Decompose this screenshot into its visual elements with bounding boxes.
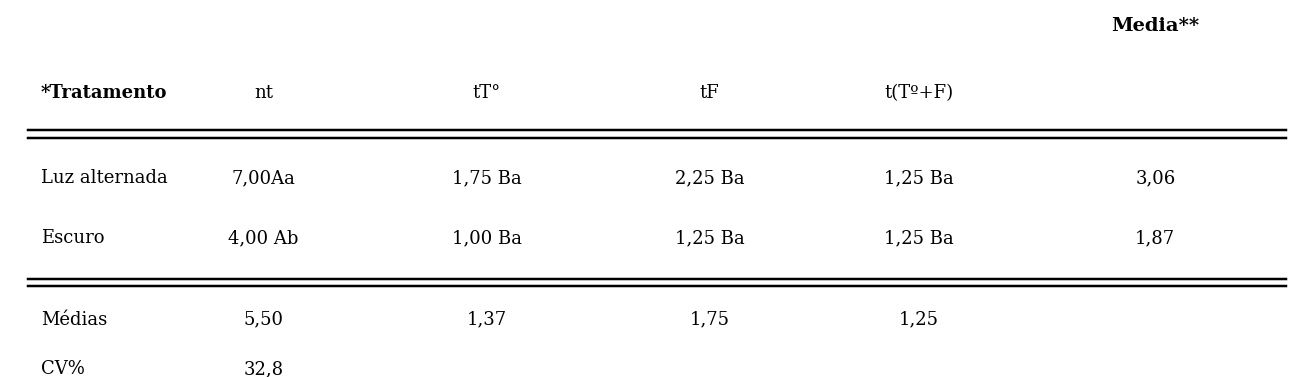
Text: 1,25: 1,25 bbox=[899, 311, 940, 329]
Text: *Tratamento: *Tratamento bbox=[41, 84, 167, 102]
Text: 1,25 Ba: 1,25 Ba bbox=[674, 229, 744, 247]
Text: Médias: Médias bbox=[41, 311, 106, 329]
Text: t(Tº+F): t(Tº+F) bbox=[884, 84, 954, 102]
Text: 3,06: 3,06 bbox=[1135, 169, 1176, 187]
Text: 1,75 Ba: 1,75 Ba bbox=[452, 169, 522, 187]
Text: Escuro: Escuro bbox=[41, 229, 104, 247]
Text: 1,87: 1,87 bbox=[1135, 229, 1175, 247]
Text: tT°: tT° bbox=[473, 84, 501, 102]
Text: 1,25 Ba: 1,25 Ba bbox=[884, 229, 954, 247]
Text: tF: tF bbox=[699, 84, 719, 102]
Text: 32,8: 32,8 bbox=[243, 360, 284, 377]
Text: nt: nt bbox=[254, 84, 273, 102]
Text: 7,00Aa: 7,00Aa bbox=[231, 169, 296, 187]
Text: 1,25 Ba: 1,25 Ba bbox=[884, 169, 954, 187]
Text: Media**: Media** bbox=[1112, 17, 1200, 35]
Text: 2,25 Ba: 2,25 Ba bbox=[674, 169, 744, 187]
Text: CV%: CV% bbox=[41, 360, 84, 377]
Text: 1,37: 1,37 bbox=[466, 311, 507, 329]
Text: Luz alternada: Luz alternada bbox=[41, 169, 167, 187]
Text: 5,50: 5,50 bbox=[243, 311, 284, 329]
Text: 1,00 Ba: 1,00 Ba bbox=[452, 229, 522, 247]
Text: 1,75: 1,75 bbox=[690, 311, 729, 329]
Text: 4,00 Ab: 4,00 Ab bbox=[229, 229, 298, 247]
